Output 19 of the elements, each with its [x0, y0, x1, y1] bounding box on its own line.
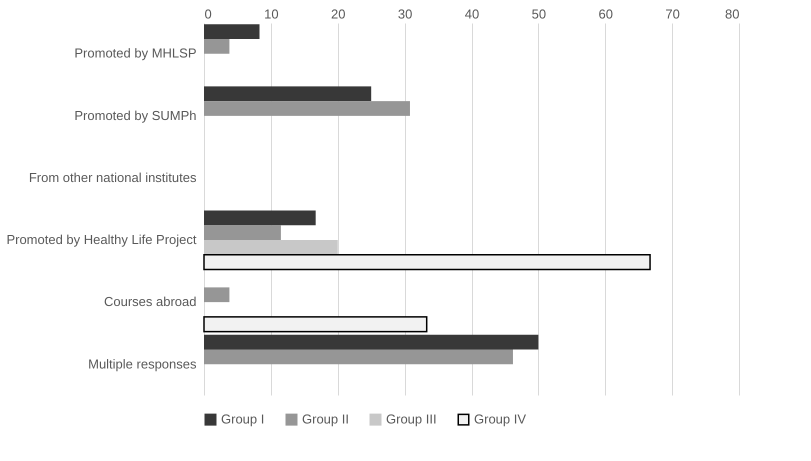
x-tick-label: 70 — [665, 6, 680, 22]
legend-label: Group II — [302, 412, 349, 427]
x-tick-label: 50 — [532, 6, 546, 22]
x-tick-label: 10 — [264, 6, 279, 22]
y-tick-label: Multiple responses — [88, 356, 197, 372]
legend-label: Group I — [221, 412, 264, 427]
x-tick-label: 0 — [204, 6, 212, 22]
y-tick-label: Promoted by Healthy Life Project — [6, 232, 197, 248]
legend-label: Group III — [386, 412, 437, 427]
x-tick-label: 30 — [398, 6, 412, 22]
y-tick-label: Courses abroad — [104, 294, 196, 310]
legend-label: Group IV — [474, 412, 526, 427]
x-tick-label: 60 — [598, 6, 613, 22]
y-tick-label: From other national institutes — [28, 170, 197, 185]
x-tick-label: 80 — [725, 6, 740, 22]
x-tick-label: 40 — [464, 6, 480, 22]
y-tick-label: Promoted by MHLSP — [74, 46, 196, 61]
x-tick-label: 20 — [331, 6, 346, 22]
y-tick-label: Promoted by SUMPh — [74, 108, 196, 123]
